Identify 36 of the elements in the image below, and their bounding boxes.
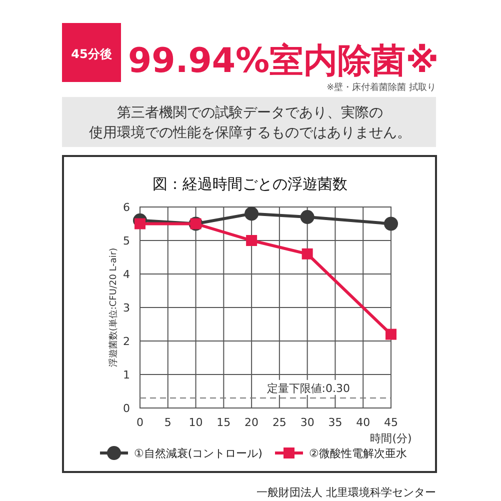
text: 使用環境での性能を保障するものではありません。 <box>89 125 411 141</box>
x-tick-label: 35 <box>328 416 342 429</box>
ref-line-label: 定量下限値:0.30 <box>266 382 350 395</box>
y-tick-label: 6 <box>123 201 130 214</box>
x-tick-label: 45 <box>384 416 398 429</box>
legend-label: ①自然減衰(コントロール) <box>134 447 262 460</box>
chart-title: 図：経過時間ごとの浮遊菌数 <box>152 175 348 193</box>
point <box>302 248 313 260</box>
text: 一般財団法人 北里環境科学センター <box>256 486 436 499</box>
point <box>386 328 396 340</box>
point <box>246 235 258 246</box>
x-tick-label: 20 <box>244 416 259 429</box>
x-tick-label: 15 <box>216 416 231 429</box>
x-tick-label: 0 <box>136 416 144 429</box>
point <box>134 218 146 230</box>
y-axis-title: 浮遊菌数(単位:CFU/20 L-air) <box>108 248 119 368</box>
legend-label: ②微酸性電解次亜水 <box>309 447 407 460</box>
point <box>300 210 314 224</box>
x-tick-label: 25 <box>272 416 286 429</box>
y-tick-label: 0 <box>123 402 130 415</box>
x-tick-label: 30 <box>300 416 314 429</box>
text: 99.94%室内除菌※ <box>128 41 439 81</box>
x-axis-title: 時間(分) <box>370 432 412 445</box>
y-tick-label: 4 <box>123 268 130 281</box>
x-tick-label: 40 <box>356 416 370 429</box>
x-tick-label: 5 <box>164 416 172 429</box>
text: 45分後 <box>71 47 112 61</box>
point <box>244 206 259 221</box>
text: ※壁・床付着菌除菌 拭取り <box>326 82 436 93</box>
y-tick-label: 1 <box>123 368 130 382</box>
y-tick-label: 5 <box>123 234 130 248</box>
x-tick-label: 10 <box>188 416 203 429</box>
text: 第三者機関での試験データであり、実際の <box>117 105 383 121</box>
point <box>384 216 398 231</box>
y-tick-label: 3 <box>123 302 130 314</box>
y-tick-label: 2 <box>123 335 130 348</box>
